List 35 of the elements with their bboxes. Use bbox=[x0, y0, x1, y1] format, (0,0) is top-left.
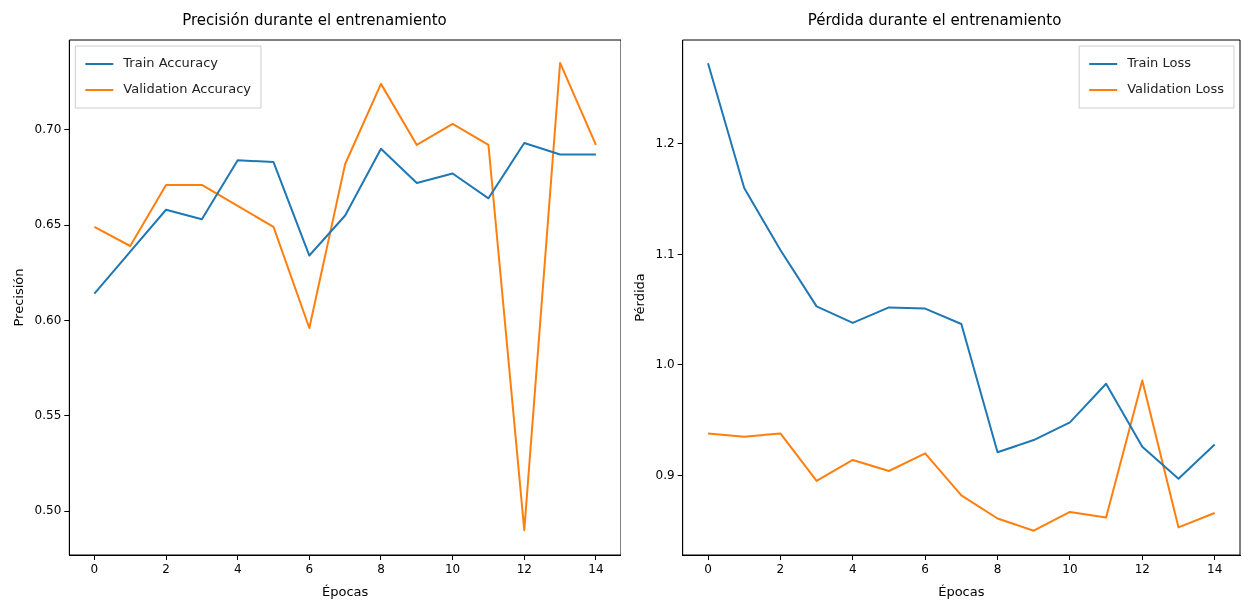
x-axis-title: Épocas bbox=[322, 583, 369, 599]
x-tick-label: 0 bbox=[704, 562, 712, 577]
legend-label: Validation Accuracy bbox=[123, 81, 252, 97]
y-tick-label: 0.60 bbox=[34, 312, 62, 327]
x-tick-label: 12 bbox=[1134, 562, 1150, 577]
x-tick-label: 2 bbox=[162, 562, 170, 577]
legend-label: Train Loss bbox=[1126, 55, 1192, 71]
y-tick-label: 1.2 bbox=[655, 136, 675, 151]
y-axis-title: Precisión bbox=[11, 268, 27, 327]
y-tick-label: 1.1 bbox=[655, 246, 675, 261]
y-tick-label: 0.9 bbox=[655, 467, 675, 482]
x-tick-label: 8 bbox=[377, 562, 385, 577]
chart-title: Precisión durante el entrenamiento bbox=[182, 10, 447, 29]
x-axis-title: Épocas bbox=[938, 583, 985, 599]
x-tick-label: 10 bbox=[1062, 562, 1078, 577]
x-tick-label: 8 bbox=[993, 562, 1002, 577]
x-tick-label: 0 bbox=[90, 562, 99, 577]
legend-label: Validation Loss bbox=[1127, 81, 1225, 97]
y-tick-label: 0.65 bbox=[34, 217, 62, 232]
x-tick-label: 12 bbox=[516, 562, 532, 577]
x-tick-label: 4 bbox=[848, 562, 857, 577]
y-tick-label: 0.50 bbox=[34, 503, 62, 518]
y-axis-title: Pérdida bbox=[632, 273, 648, 322]
y-tick-label: 1.0 bbox=[655, 357, 675, 372]
x-tick-label: 4 bbox=[233, 562, 242, 577]
x-tick-label: 6 bbox=[305, 562, 314, 577]
x-tick-label: 6 bbox=[921, 562, 929, 577]
y-tick-label: 0.55 bbox=[34, 407, 62, 422]
x-tick-label: 10 bbox=[444, 562, 461, 577]
x-tick-label: 2 bbox=[776, 562, 785, 577]
y-tick-label: 0.70 bbox=[34, 121, 62, 136]
x-tick-label: 14 bbox=[588, 562, 604, 577]
legend-label: Train Accuracy bbox=[122, 55, 219, 71]
chart-title: Pérdida durante el entrenamiento bbox=[807, 10, 1062, 29]
x-tick-label: 14 bbox=[1207, 562, 1223, 577]
